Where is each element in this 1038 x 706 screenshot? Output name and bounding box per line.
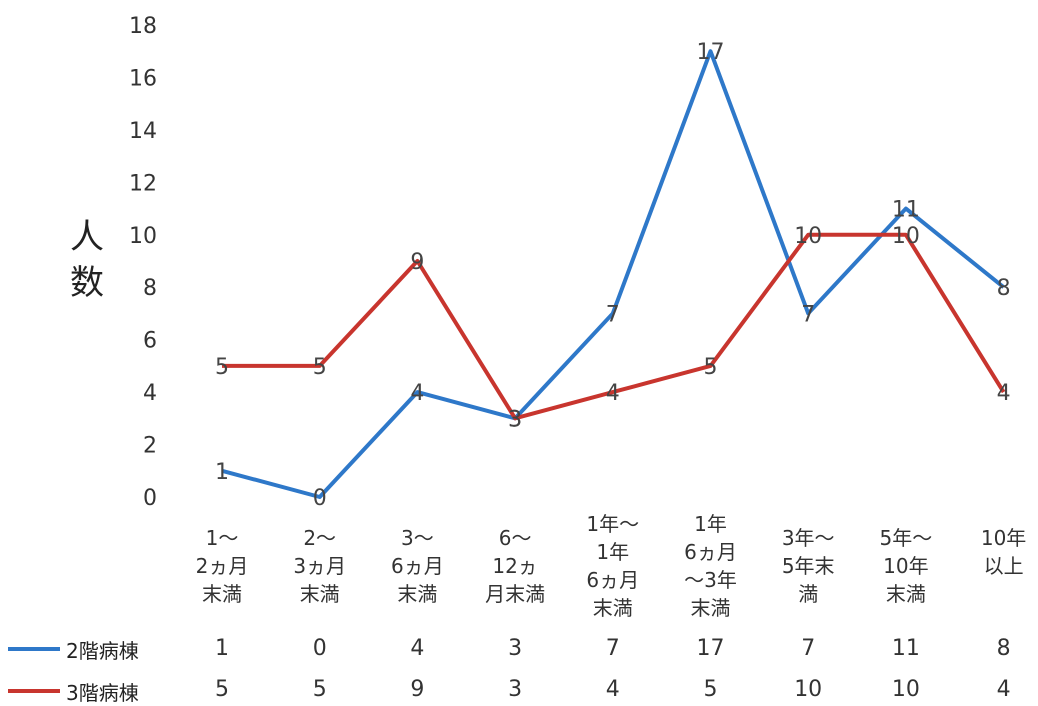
x-category-label: 2〜 3ヵ月 末満 [293, 526, 347, 606]
y-tick-label: 18 [129, 14, 157, 39]
data-label: 4 [410, 381, 424, 406]
data-label: 3 [508, 407, 522, 432]
data-label: 10 [794, 224, 822, 249]
legend-label-series-1: 2階病棟 [66, 638, 139, 663]
series-lines [221, 49, 1006, 499]
table-cell: 10 [891, 677, 920, 702]
table-cell: 17 [696, 636, 725, 661]
legend-row-series-1: 2階病棟 [8, 634, 139, 664]
table-cell: 1 [215, 636, 229, 661]
table-cell: 5 [312, 677, 327, 702]
y-tick-label: 0 [143, 486, 157, 511]
table-cell: 4 [410, 636, 425, 661]
data-label: 8 [997, 276, 1011, 301]
table-cell: 11 [891, 636, 920, 661]
legend-swatch-series-2 [8, 689, 60, 693]
x-category-label: 1年 6ヵ月 〜3年 末満 [684, 512, 737, 620]
legend-swatch-series-1 [8, 647, 60, 651]
data-label: 5 [215, 355, 229, 380]
data-label: 4 [997, 381, 1011, 406]
table-cell: 3 [508, 636, 523, 661]
data-label: 7 [606, 302, 620, 327]
data-label: 4 [606, 381, 620, 406]
data-label: 9 [410, 250, 424, 275]
y-tick-label: 12 [129, 171, 157, 196]
data-label: 5 [313, 355, 327, 380]
table-cell: 7 [605, 636, 620, 661]
x-category-label: 5年〜 10年 末満 [879, 526, 933, 606]
series-line-2 [222, 232, 1006, 421]
y-tick-label: 10 [129, 224, 157, 249]
y-tick-label: 4 [143, 381, 157, 406]
x-category-label: 10年 以上 [980, 526, 1027, 578]
table-cell: 4 [605, 677, 620, 702]
y-axis-ticks: 0 2 4 6 8 10 12 14 16 18 [129, 14, 157, 511]
data-label: 0 [313, 486, 327, 511]
table-cell: 0 [312, 636, 327, 661]
data-label: 17 [697, 40, 725, 65]
x-category-label: 1〜 2ヵ月 末満 [195, 526, 249, 606]
data-label: 7 [801, 302, 815, 327]
y-tick-label: 2 [143, 434, 157, 459]
legend-row-series-2: 3階病棟 [8, 676, 139, 706]
table-cell: 3 [508, 677, 523, 702]
table-cell: 7 [801, 636, 816, 661]
table-cell: 10 [794, 677, 823, 702]
y-axis-label: 人数 [70, 217, 104, 303]
table-cell: 8 [996, 636, 1011, 661]
x-category-label: 3〜 6ヵ月 末満 [391, 526, 444, 606]
data-label: 5 [704, 355, 718, 380]
data-label: 1 [215, 460, 229, 485]
y-tick-label: 8 [143, 276, 157, 301]
y-tick-label: 14 [129, 119, 157, 144]
series-line-1 [221, 49, 1005, 499]
table-cell: 4 [996, 677, 1011, 702]
x-category-label: 1年〜 1年 6ヵ月 末満 [586, 512, 640, 620]
table-cell: 5 [215, 677, 229, 702]
x-category-label: 3年〜 5年末 満 [781, 526, 835, 606]
table-cell: 9 [410, 677, 425, 702]
data-label: 3 [508, 407, 522, 432]
data-label: 11 [892, 198, 920, 223]
data-label: 10 [892, 224, 920, 249]
table-cell: 5 [703, 677, 718, 702]
y-tick-label: 6 [143, 329, 157, 354]
y-tick-label: 16 [129, 66, 157, 91]
legend-label-series-2: 3階病棟 [66, 680, 139, 705]
x-category-label: 6〜 12ヵ 月末満 [485, 526, 546, 606]
